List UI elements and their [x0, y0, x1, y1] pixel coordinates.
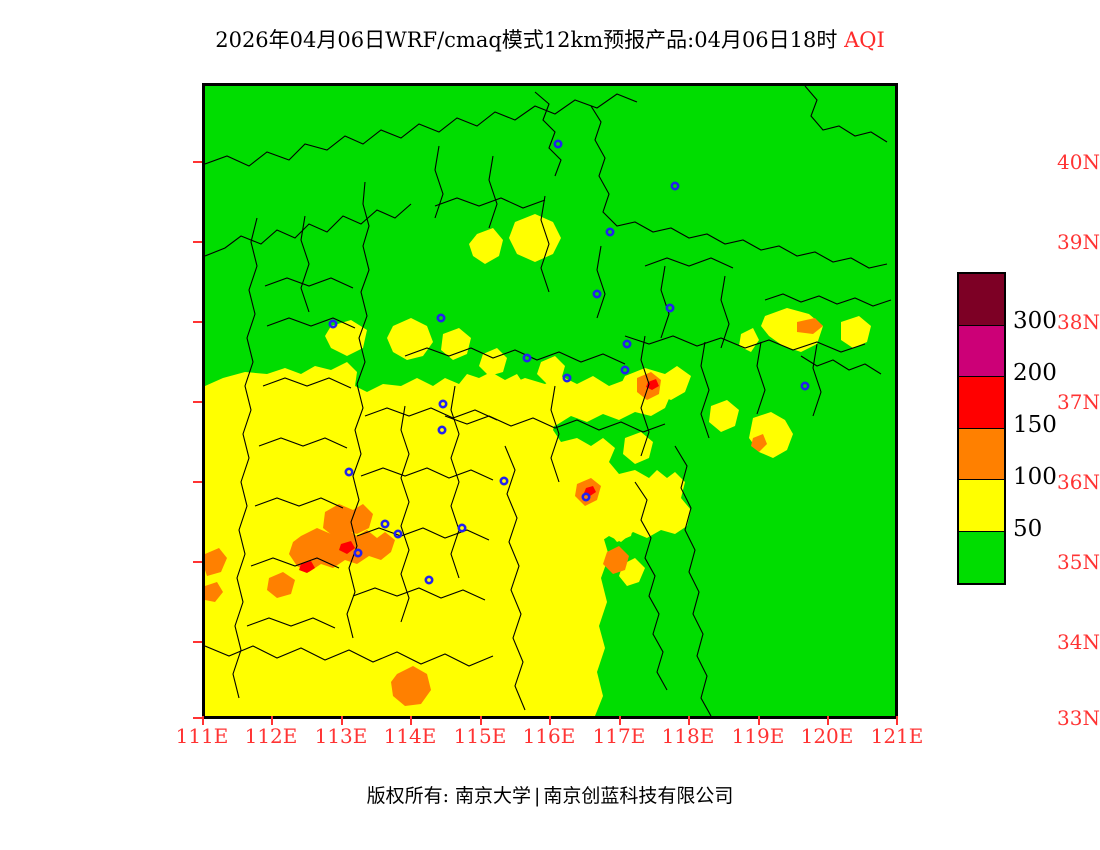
- x-tick-mark-112E: [271, 716, 273, 725]
- y-tick-label-40N: 40N: [1057, 150, 1100, 174]
- province-boundaries: [205, 86, 892, 716]
- x-tick-mark-113E: [341, 716, 343, 725]
- y-tick-label-37N: 37N: [1057, 390, 1100, 414]
- y-tick-mark-33N: [193, 717, 202, 719]
- copyright-company: 南京创蓝科技有限公司: [543, 785, 734, 807]
- x-tick-label-111E: 111E: [175, 724, 229, 748]
- x-tick-mark-120E: [827, 716, 829, 725]
- colorbar-label-50: 50: [1013, 516, 1043, 542]
- x-tick-label-114E: 114E: [383, 724, 437, 748]
- x-tick-label-113E: 113E: [314, 724, 368, 748]
- x-tick-label-118E: 118E: [661, 724, 715, 748]
- map-plot-area[interactable]: [202, 83, 898, 719]
- copyright-footer: 版权所有: 南京大学 | 南京创蓝科技有限公司: [0, 781, 1100, 808]
- colorbar-band-200-300[interactable]: [959, 325, 1004, 377]
- colorbar-band-150-200[interactable]: [959, 377, 1004, 429]
- copyright-owner: 版权所有: 南京大学: [366, 785, 532, 807]
- x-tick-mark-118E: [688, 716, 690, 725]
- y-tick-mark-36N: [193, 481, 202, 483]
- y-tick-mark-34N: [193, 641, 202, 643]
- x-tick-mark-116E: [549, 716, 551, 725]
- x-tick-label-117E: 117E: [592, 724, 646, 748]
- x-tick-label-112E: 112E: [244, 724, 298, 748]
- x-tick-label-119E: 119E: [731, 724, 785, 748]
- x-tick-label-116E: 116E: [522, 724, 576, 748]
- y-tick-label-36N: 36N: [1057, 470, 1100, 494]
- y-tick-label-34N: 34N: [1057, 630, 1100, 654]
- footer-divider: |: [534, 785, 541, 807]
- x-tick-label-120E: 120E: [800, 724, 854, 748]
- station-markers: [328, 139, 810, 585]
- colorbar-band-100-150[interactable]: [959, 428, 1004, 480]
- x-tick-mark-115E: [480, 716, 482, 725]
- y-tick-mark-40N: [193, 161, 202, 163]
- y-tick-label-39N: 39N: [1057, 230, 1100, 254]
- colorbar-label-100: 100: [1013, 464, 1057, 490]
- page-title: 2026年04月06日WRF/cmaq模式12km预报产品:04月06日18时 …: [0, 24, 1100, 54]
- colorbar-band-0-50[interactable]: [959, 531, 1004, 583]
- y-tick-mark-35N: [193, 561, 202, 563]
- x-tick-label-121E: 121E: [870, 724, 924, 748]
- x-tick-mark-114E: [410, 716, 412, 725]
- aqi-contour-map: [205, 86, 895, 716]
- colorbar-label-200: 200: [1013, 360, 1057, 386]
- colorbar-band-50-100[interactable]: [959, 480, 1004, 532]
- colorbar-band-300plus[interactable]: [959, 274, 1004, 326]
- aqi-colorbar[interactable]: [957, 272, 1006, 585]
- y-tick-label-38N: 38N: [1057, 310, 1100, 334]
- colorbar-label-150: 150: [1013, 412, 1057, 438]
- x-tick-mark-119E: [758, 716, 760, 725]
- x-tick-label-115E: 115E: [453, 724, 507, 748]
- colorbar-label-300: 300: [1013, 308, 1057, 334]
- y-tick-mark-39N: [193, 241, 202, 243]
- y-tick-mark-37N: [193, 401, 202, 403]
- y-tick-mark-38N: [193, 321, 202, 323]
- x-tick-mark-117E: [619, 716, 621, 725]
- y-tick-label-33N: 33N: [1057, 706, 1100, 730]
- y-tick-label-35N: 35N: [1057, 550, 1100, 574]
- title-variable: AQI: [844, 28, 885, 52]
- x-tick-mark-111E: [202, 716, 204, 725]
- title-main: 2026年04月06日WRF/cmaq模式12km预报产品:04月06日18时: [215, 28, 838, 52]
- x-tick-mark-121E: [896, 716, 898, 725]
